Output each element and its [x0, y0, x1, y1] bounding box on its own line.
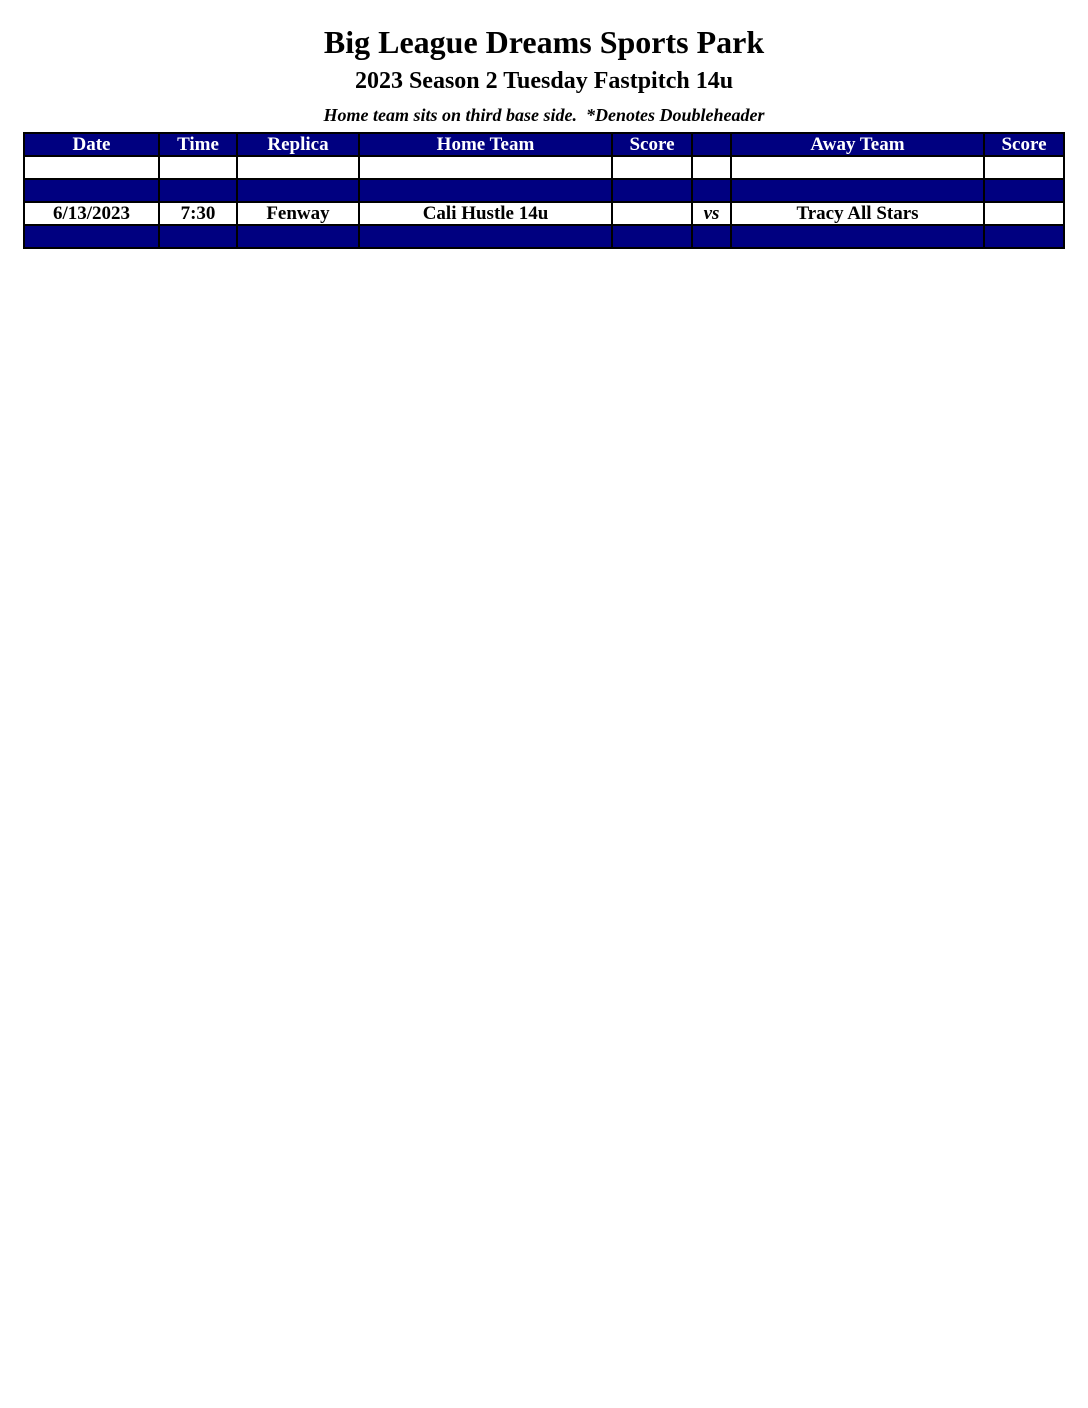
column-header-replica: Replica [236, 132, 360, 157]
cell-away-score [983, 178, 1065, 203]
cell-home-team: Cali Hustle 14u [358, 201, 613, 226]
cell-home-score [611, 155, 693, 180]
cell-replica [236, 155, 360, 180]
cell-replica [236, 178, 360, 203]
cell-away-score [983, 201, 1065, 226]
cell-vs [691, 155, 732, 180]
cell-time: 7:30 [158, 201, 238, 226]
schedule-table: Date Time Replica Home Team Score Away T… [23, 132, 1065, 249]
column-header-away-score: Score [983, 132, 1065, 157]
table-row [23, 155, 1065, 180]
column-header-vs [691, 132, 732, 157]
column-header-home-score: Score [611, 132, 693, 157]
column-header-away-team: Away Team [730, 132, 985, 157]
cell-away-team [730, 155, 985, 180]
cell-time [158, 155, 238, 180]
cell-date [23, 155, 160, 180]
cell-home-team [358, 155, 613, 180]
page-title: Big League Dreams Sports Park [323, 24, 765, 60]
table-row [23, 178, 1065, 203]
cell-away-team [730, 178, 985, 203]
cell-replica [236, 224, 360, 249]
cell-time [158, 224, 238, 249]
cell-away-team [730, 224, 985, 249]
cell-home-team [358, 178, 613, 203]
cell-vs [691, 224, 732, 249]
cell-away-score [983, 224, 1065, 249]
schedule-note: Home team sits on third base side. *Deno… [323, 105, 765, 125]
cell-date [23, 178, 160, 203]
cell-date [23, 224, 160, 249]
cell-home-score [611, 178, 693, 203]
cell-date: 6/13/2023 [23, 201, 160, 226]
cell-home-team [358, 224, 613, 249]
cell-away-team: Tracy All Stars [730, 201, 985, 226]
cell-time [158, 178, 238, 203]
column-header-home-team: Home Team [358, 132, 613, 157]
table-header-row: Date Time Replica Home Team Score Away T… [23, 132, 1065, 157]
cell-vs [691, 178, 732, 203]
table-row: 6/13/2023 7:30 Fenway Cali Hustle 14u vs Trac… [23, 201, 1065, 226]
cell-vs: vs [691, 201, 732, 226]
column-header-time: Time [158, 132, 238, 157]
cell-away-score [983, 155, 1065, 180]
cell-home-score [611, 224, 693, 249]
page-subtitle: 2023 Season 2 Tuesday Fastpitch 14u [354, 68, 734, 94]
cell-replica: Fenway [236, 201, 360, 226]
column-header-date: Date [23, 132, 160, 157]
cell-home-score [611, 201, 693, 226]
table-row [23, 224, 1065, 249]
